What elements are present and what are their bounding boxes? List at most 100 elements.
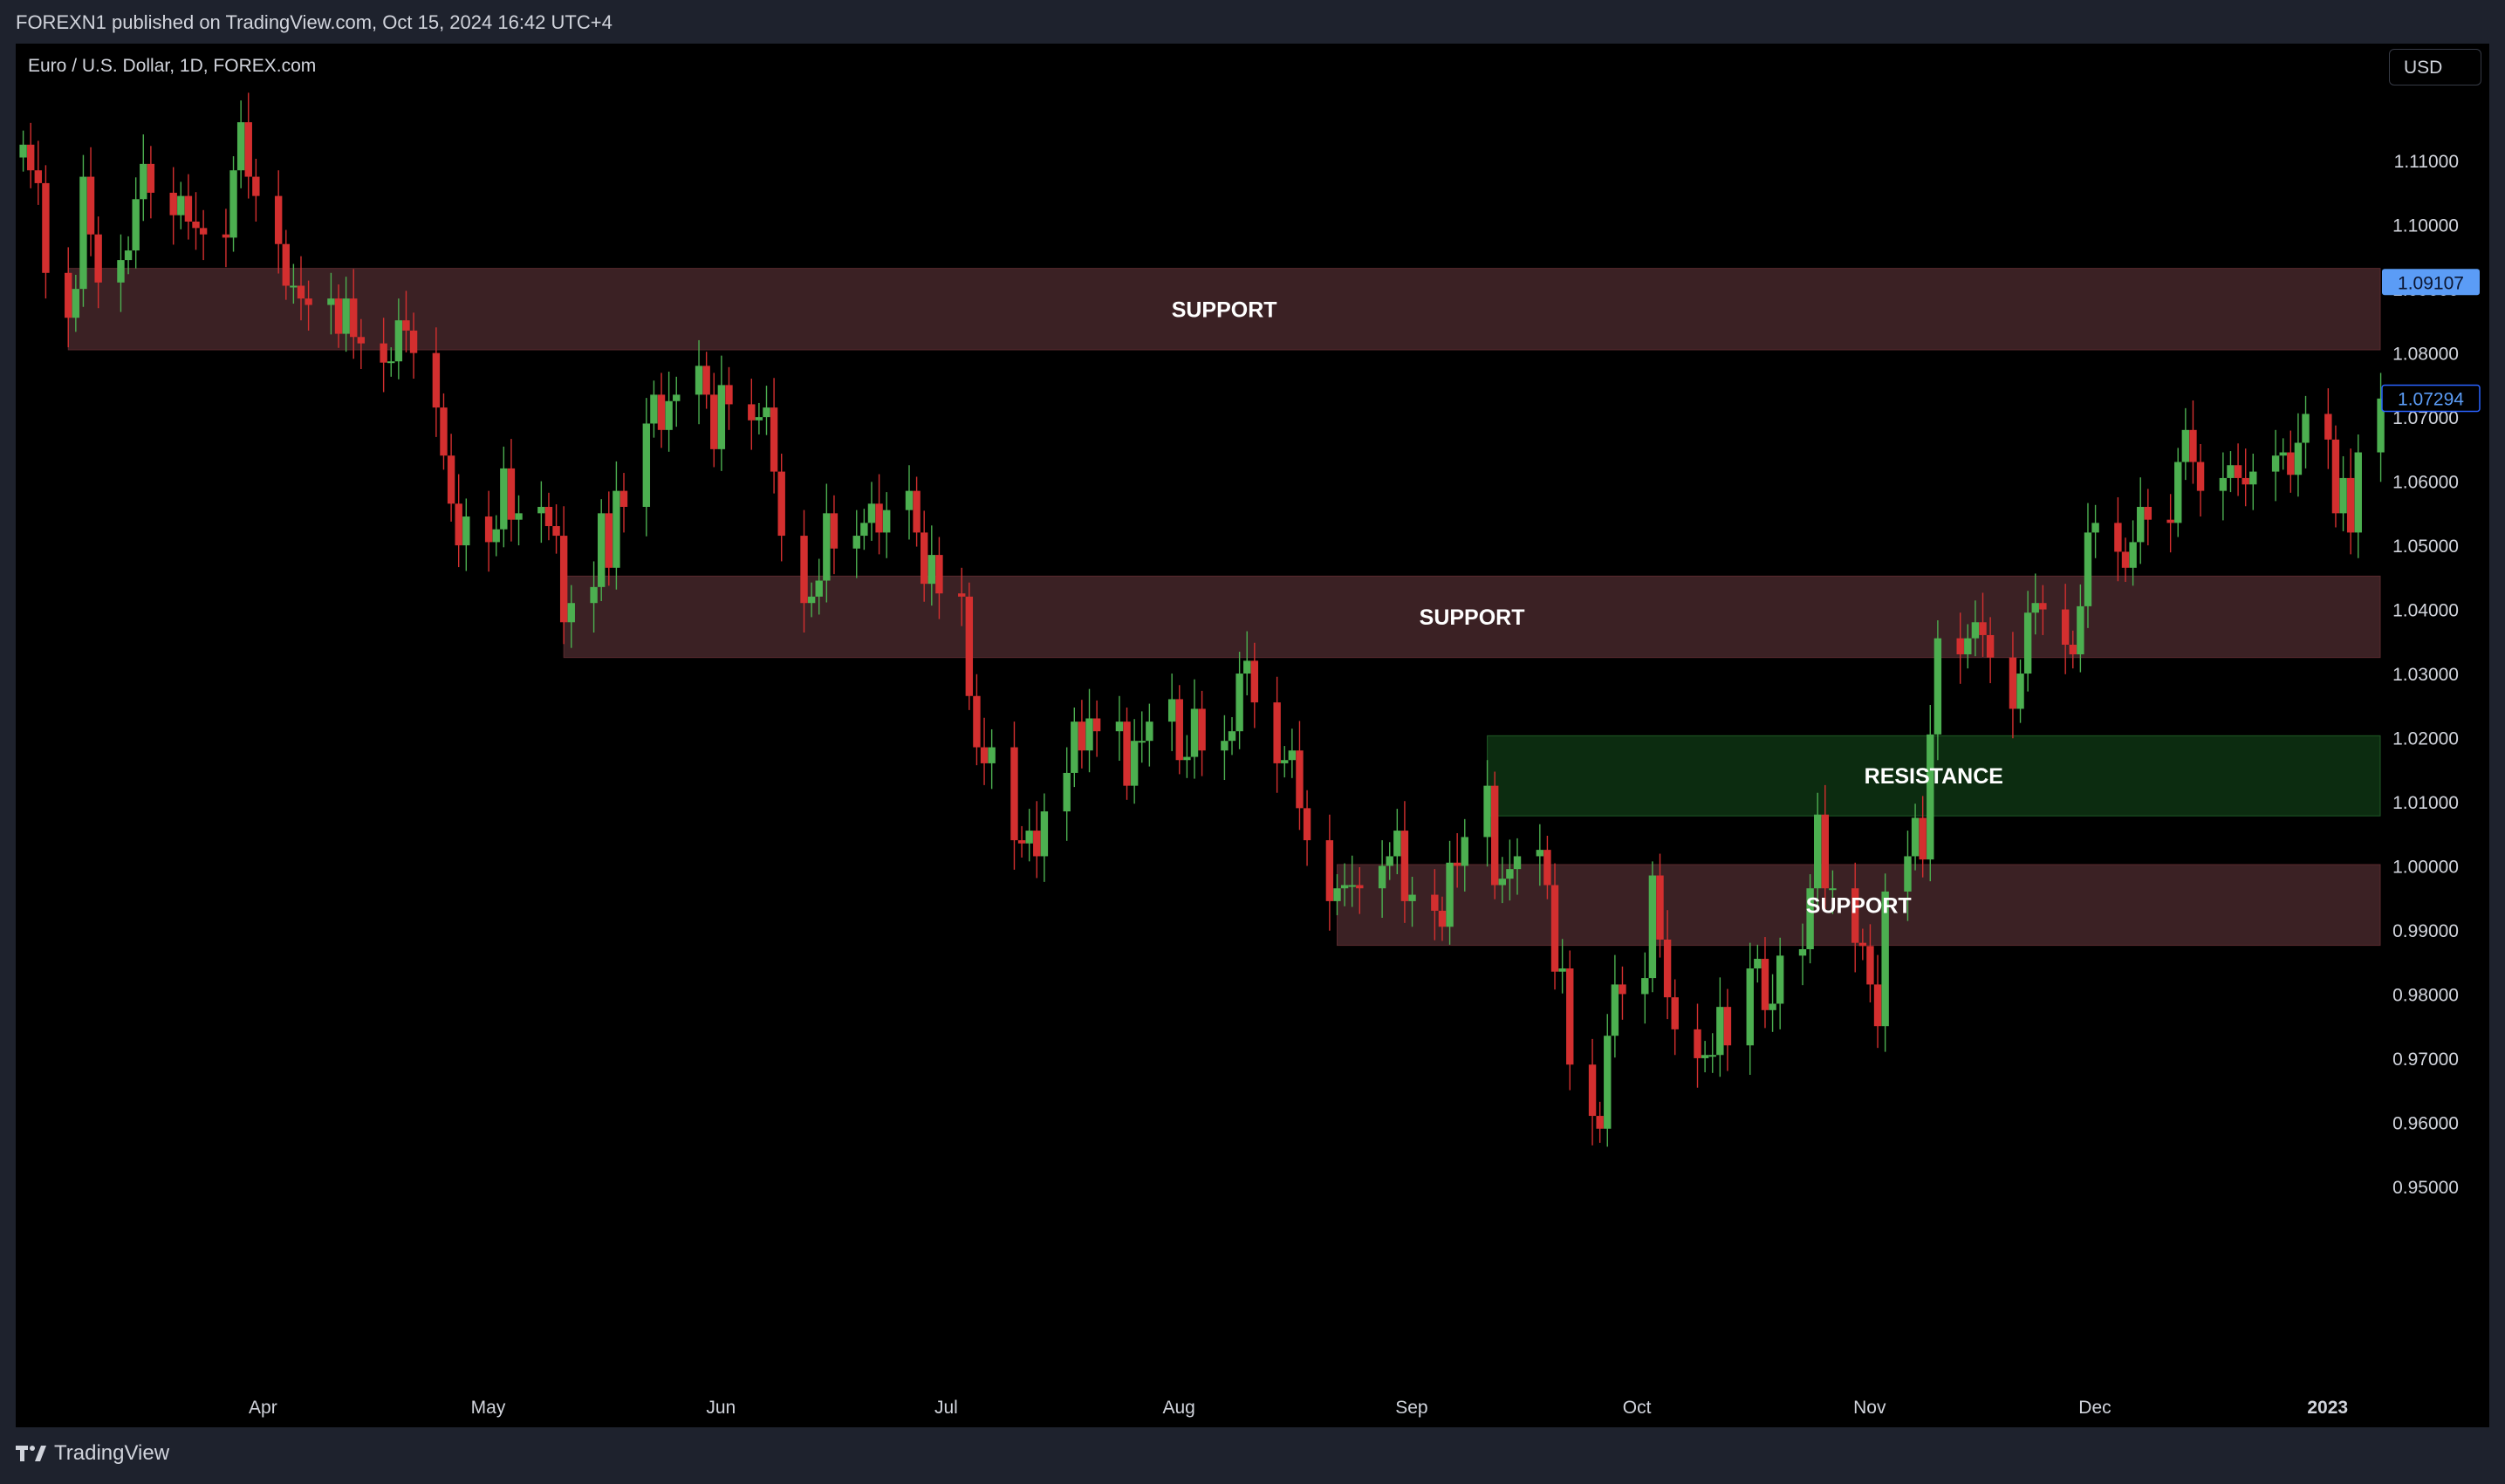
support-zone: [67, 268, 2381, 351]
candle: [86, 147, 95, 256]
x-tick-label: Dec: [2078, 1398, 2111, 1418]
candle: [2129, 520, 2137, 586]
candle-body: [2249, 471, 2257, 485]
candle: [905, 465, 914, 540]
candle: [2331, 425, 2340, 528]
candles-layer: [19, 92, 2385, 1147]
candle: [1964, 624, 1972, 669]
currency-button[interactable]: USD: [2389, 49, 2481, 85]
candle: [770, 378, 778, 494]
candle-body: [1348, 885, 1356, 887]
tradingview-brand[interactable]: TradingView: [16, 1441, 169, 1466]
candle-body: [695, 366, 703, 395]
candle-body: [1701, 1055, 1709, 1058]
y-tick-label: 0.97000: [2392, 1050, 2459, 1070]
candle-body: [1829, 888, 1837, 891]
candle: [1904, 831, 1912, 921]
candle-body: [980, 747, 989, 763]
candle: [1971, 600, 1980, 657]
time-axis[interactable]: Apr May Jun Jul Aug Sep Oct Nov Dec 2023: [249, 1398, 2348, 1418]
price-axis[interactable]: 1.110001.100001.090001.080001.070001.060…: [2381, 152, 2481, 1198]
candle: [1198, 690, 1206, 776]
candle-body: [132, 199, 140, 251]
candle: [1221, 715, 1229, 781]
price-chart[interactable]: SUPPORT SUPPORT RESISTANCE SUPPORT 1.11000 1…: [16, 44, 2489, 1427]
candle: [702, 352, 710, 409]
candle: [1348, 855, 1356, 907]
candle: [1333, 874, 1341, 916]
candle: [409, 312, 418, 380]
candle: [1175, 685, 1183, 775]
candle-body: [1063, 772, 1071, 812]
x-tick-label: Jun: [706, 1398, 736, 1418]
y-tick-label: 1.03000: [2392, 665, 2459, 685]
candle: [507, 439, 516, 542]
candle: [867, 482, 876, 541]
candle-body: [605, 513, 613, 568]
candle: [800, 509, 808, 633]
candle: [1716, 977, 1724, 1077]
candle-body: [462, 516, 470, 546]
candle-body: [1723, 1007, 1732, 1046]
candle-body: [305, 298, 312, 305]
candle: [65, 247, 72, 348]
candle: [763, 386, 770, 435]
y-tick-label: 1.10000: [2392, 216, 2459, 236]
candle-body: [1281, 760, 1289, 763]
candle-body: [2069, 644, 2077, 654]
candle-body: [334, 298, 343, 334]
candle: [830, 495, 838, 575]
candle-body: [1550, 885, 1559, 972]
candle-body: [2219, 477, 2228, 491]
candle-body: [1198, 708, 1206, 751]
candle-body: [1708, 1055, 1716, 1057]
candle-body: [515, 513, 523, 520]
candle-body: [2271, 455, 2280, 472]
candle: [2196, 443, 2205, 517]
candle: [140, 134, 147, 222]
candle: [1273, 676, 1281, 793]
candle-body: [1648, 875, 1657, 979]
y-tick-label: 1.07000: [2392, 408, 2459, 428]
chart-panel[interactable]: SUPPORT SUPPORT RESISTANCE SUPPORT 1.11000 1…: [16, 44, 2489, 1427]
candle-body: [1340, 885, 1349, 889]
candle: [1829, 870, 1837, 914]
candle: [613, 461, 620, 590]
candle-body: [117, 260, 125, 283]
candle: [72, 274, 80, 332]
candle-body: [559, 536, 568, 623]
candle-body: [402, 320, 410, 331]
candle-body: [1769, 1003, 1776, 1010]
candle: [1167, 674, 1176, 751]
candle-body: [1596, 1116, 1604, 1129]
candle-body: [432, 352, 441, 408]
candle-body: [1604, 1036, 1612, 1129]
candle: [1071, 707, 1078, 788]
candle: [642, 398, 651, 537]
candle-body: [1798, 949, 1807, 956]
candle-body: [2287, 452, 2295, 475]
candle-body: [552, 526, 560, 537]
candle-body: [2114, 523, 2122, 552]
candle: [1431, 869, 1439, 940]
candle-body: [222, 234, 230, 238]
candle-body: [770, 407, 778, 472]
candle: [2084, 503, 2092, 628]
candle-body: [1881, 891, 1889, 1027]
candle: [605, 491, 613, 586]
candle: [2166, 494, 2174, 553]
candle: [252, 158, 260, 222]
candle-body: [590, 586, 598, 604]
candle-body: [1971, 622, 1980, 639]
symbol-title: Euro / U.S. Dollar, 1D, FOREX.com: [28, 56, 317, 76]
candle: [965, 582, 974, 710]
candle-body: [1010, 747, 1018, 841]
candle: [777, 454, 785, 562]
candle: [1513, 838, 1522, 895]
candle-body: [567, 603, 575, 623]
candle: [1806, 874, 1814, 964]
candle: [1701, 1041, 1709, 1073]
candle-body: [2039, 603, 2047, 610]
candle-body: [763, 407, 770, 418]
y-tick-label: 1.02000: [2392, 729, 2459, 749]
